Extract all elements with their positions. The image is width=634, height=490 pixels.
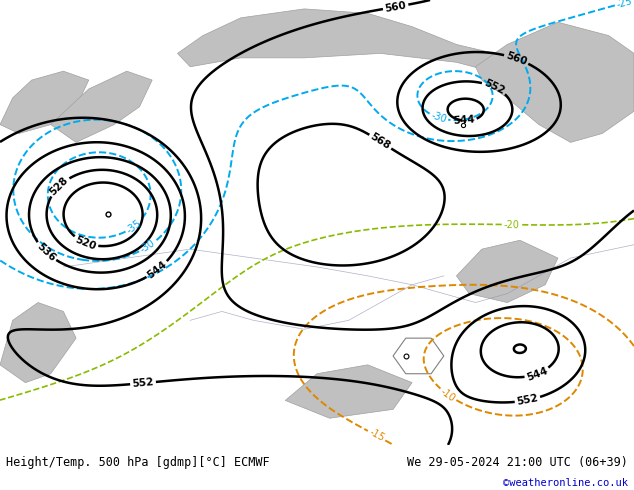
Polygon shape xyxy=(0,71,89,133)
Text: 528: 528 xyxy=(48,175,70,197)
Polygon shape xyxy=(285,365,412,418)
Text: Height/Temp. 500 hPa [gdmp][°C] ECMWF: Height/Temp. 500 hPa [gdmp][°C] ECMWF xyxy=(6,456,270,468)
Polygon shape xyxy=(456,240,558,302)
Text: 520: 520 xyxy=(74,234,98,251)
Text: ©weatheronline.co.uk: ©weatheronline.co.uk xyxy=(503,478,628,488)
Polygon shape xyxy=(178,9,520,75)
Text: 560: 560 xyxy=(505,50,528,67)
Text: We 29-05-2024 21:00 UTC (06+39): We 29-05-2024 21:00 UTC (06+39) xyxy=(407,456,628,468)
Text: 560: 560 xyxy=(384,0,407,14)
Polygon shape xyxy=(476,22,634,143)
Text: -15: -15 xyxy=(367,427,386,444)
Text: -20: -20 xyxy=(503,220,520,230)
Text: 536: 536 xyxy=(35,241,58,263)
Text: 552: 552 xyxy=(132,377,154,389)
Text: -30: -30 xyxy=(429,110,448,125)
Text: -10: -10 xyxy=(439,386,457,403)
Text: 552: 552 xyxy=(482,78,506,97)
Text: 544: 544 xyxy=(525,365,549,382)
Text: -30: -30 xyxy=(138,238,157,255)
Text: 552: 552 xyxy=(516,393,539,407)
Text: 544: 544 xyxy=(453,115,476,126)
Text: 568: 568 xyxy=(368,132,392,152)
Text: -35: -35 xyxy=(124,218,143,235)
Text: 544: 544 xyxy=(146,259,169,281)
Polygon shape xyxy=(0,302,76,383)
Polygon shape xyxy=(51,71,152,143)
Text: -25: -25 xyxy=(616,0,633,10)
